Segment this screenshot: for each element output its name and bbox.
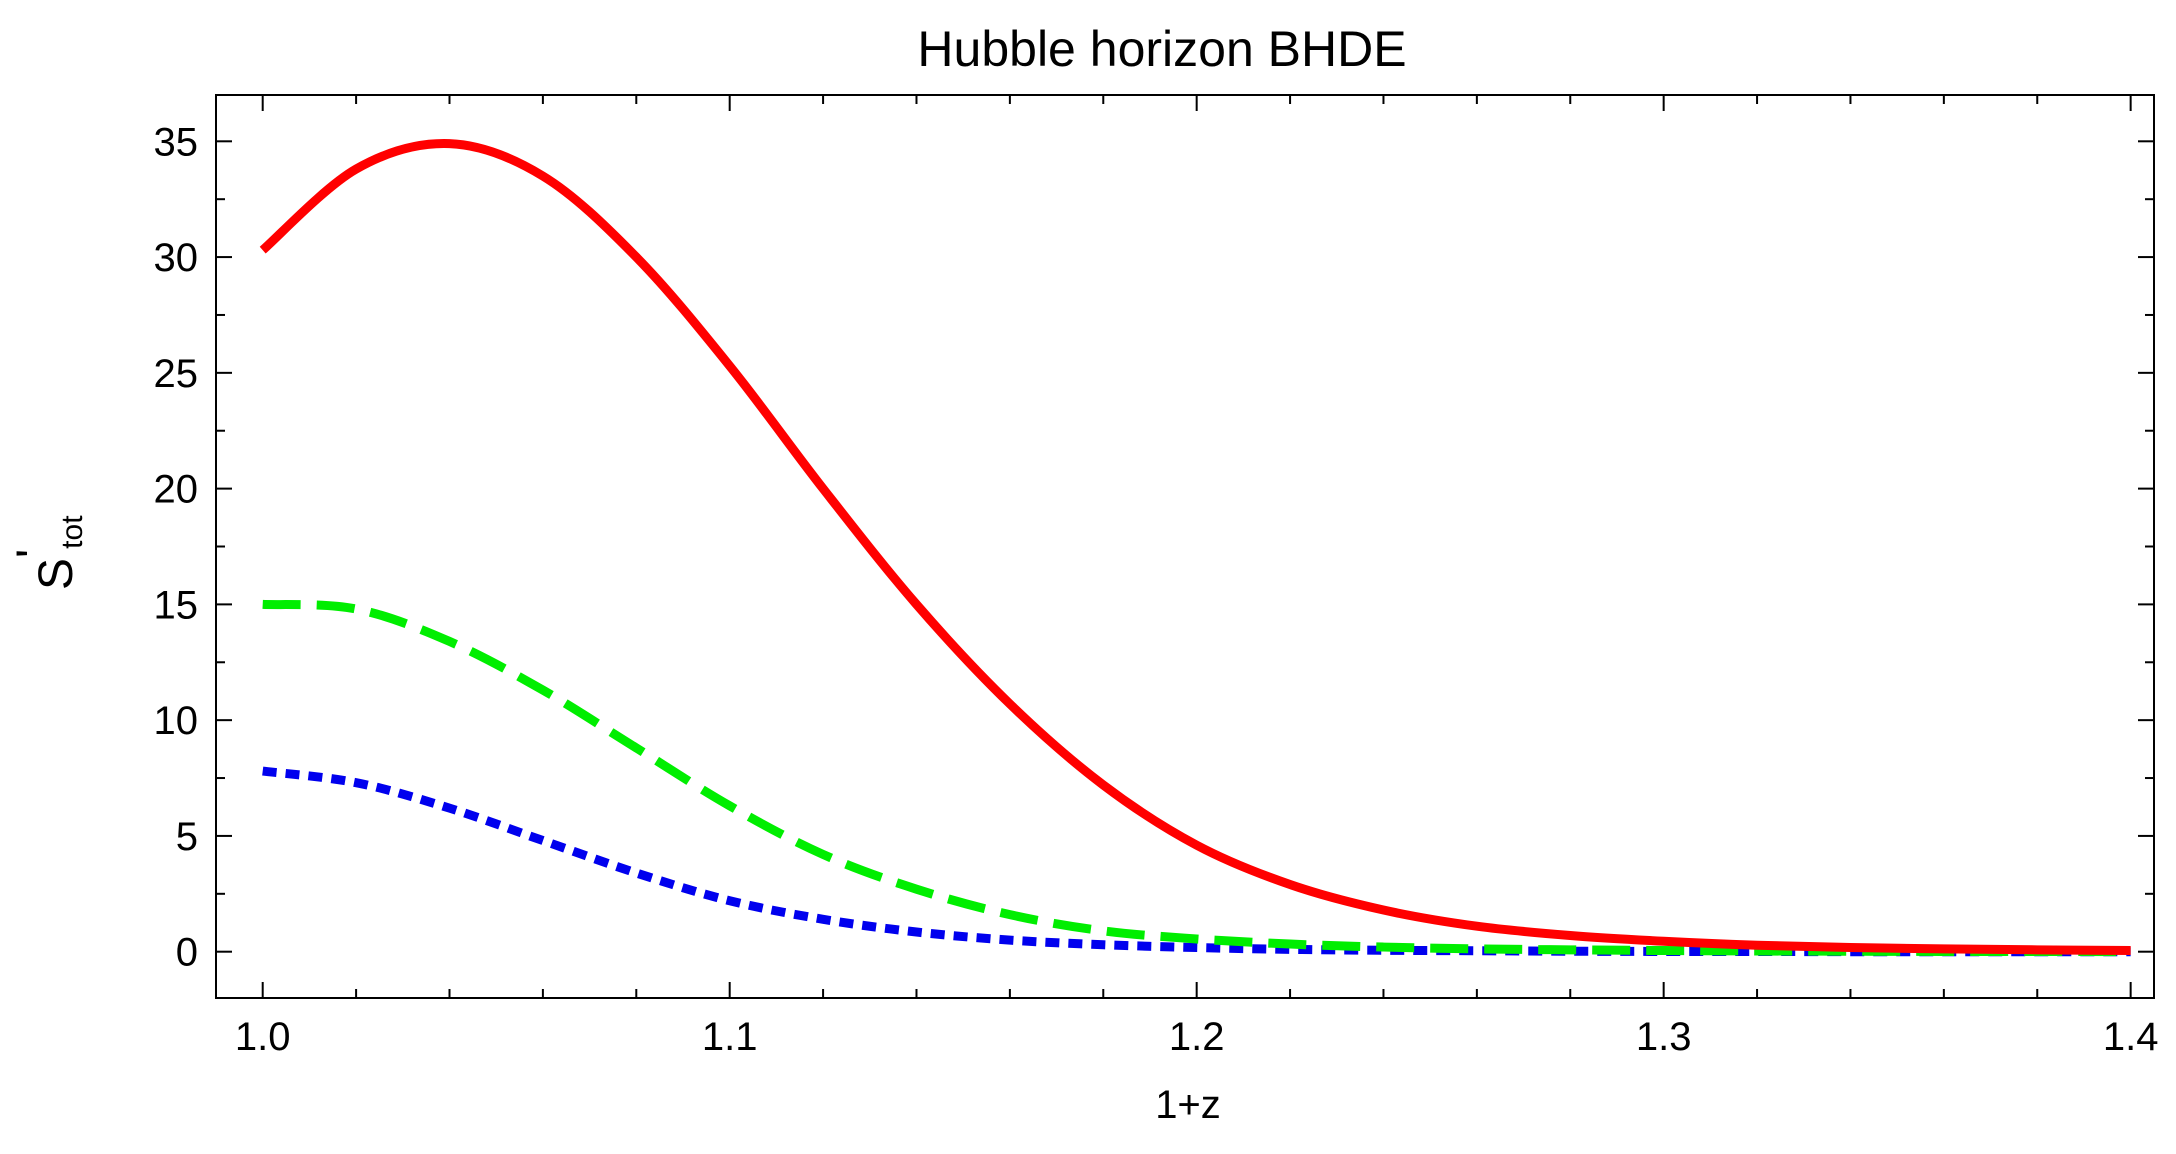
y-axis-label: S'tot bbox=[8, 515, 89, 590]
plot-frame bbox=[215, 94, 2155, 999]
x-tick-label: 1.2 bbox=[1169, 1015, 1225, 1059]
y-axis-label-prime: ' bbox=[8, 549, 61, 558]
x-tick-label: 1.0 bbox=[235, 1015, 291, 1059]
series-green-dashed-line bbox=[262, 599, 2131, 957]
y-tick-label: 25 bbox=[154, 352, 199, 396]
series-blue-dotted-line bbox=[262, 766, 2131, 957]
y-tick-label: 10 bbox=[154, 699, 199, 743]
x-axis-label: 1+z bbox=[1155, 1083, 1221, 1127]
series-red-solid-line bbox=[259, 139, 2131, 956]
x-axis-ticks: 1.0 1.1 1.2 1.3 1.4 bbox=[235, 95, 2159, 1059]
y-tick-label: 30 bbox=[154, 236, 199, 280]
y-tick-label: 35 bbox=[154, 120, 199, 164]
chart-title: Hubble horizon BHDE bbox=[917, 21, 1406, 77]
y-axis-ticks: 0 5 10 15 20 25 30 35 bbox=[154, 120, 2154, 975]
y-tick-label: 0 bbox=[176, 931, 198, 975]
x-tick-label: 1.3 bbox=[1636, 1015, 1692, 1059]
y-axis-label-sub: tot bbox=[56, 515, 89, 549]
y-tick-label: 20 bbox=[154, 468, 199, 512]
y-tick-label: 15 bbox=[154, 583, 199, 627]
x-tick-label: 1.4 bbox=[2103, 1015, 2159, 1059]
series-layer bbox=[259, 139, 2131, 957]
y-tick-label: 5 bbox=[176, 815, 198, 859]
svg-text:S'tot: S'tot bbox=[8, 515, 89, 590]
y-axis-label-main: S bbox=[30, 558, 83, 590]
x-tick-label: 1.1 bbox=[702, 1015, 758, 1059]
